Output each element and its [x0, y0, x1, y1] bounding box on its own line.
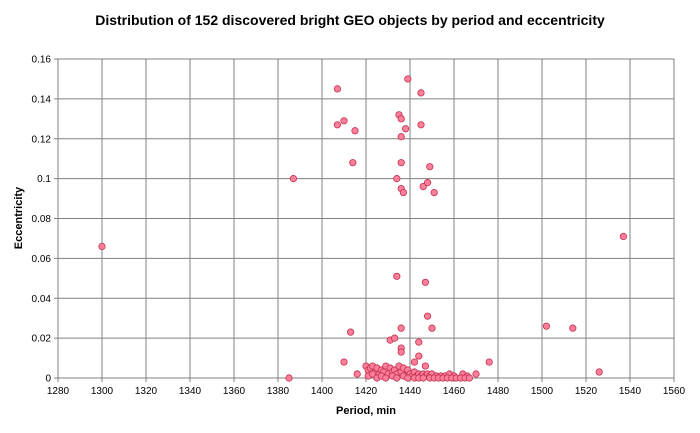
data-point: [340, 358, 348, 366]
data-point: [285, 374, 293, 382]
x-tick-label: 1560: [663, 386, 686, 397]
data-point: [333, 121, 341, 129]
x-tick-label: 1460: [443, 386, 466, 397]
data-point: [415, 352, 423, 360]
data-point: [340, 117, 348, 125]
x-tick-label: 1520: [575, 386, 598, 397]
y-tick-label: 0.16: [32, 55, 52, 66]
x-tick-label: 1300: [91, 386, 114, 397]
x-tick-label: 1360: [223, 386, 246, 397]
data-point: [289, 175, 297, 183]
chart-title: Distribution of 152 discovered bright GE…: [95, 12, 605, 28]
data-point: [397, 133, 405, 141]
data-point: [423, 312, 432, 320]
data-point: [421, 278, 429, 286]
data-point: [393, 175, 401, 183]
y-tick-label: 0.12: [32, 134, 52, 145]
data-point: [426, 163, 434, 171]
data-point: [410, 358, 418, 366]
data-point: [397, 115, 405, 123]
data-point: [368, 370, 377, 378]
y-tick-label: 0.08: [32, 214, 52, 225]
data-point: [417, 89, 425, 97]
data-point: [472, 370, 480, 378]
y-axis-title: Eccentricity: [13, 186, 25, 249]
x-tick-label: 1500: [531, 386, 554, 397]
data-point: [351, 127, 359, 135]
data-point: [465, 374, 473, 382]
data-point: [430, 188, 438, 197]
data-point: [397, 159, 405, 167]
data-point: [415, 338, 423, 346]
data-point: [542, 322, 551, 330]
x-tick-label: 1420: [355, 386, 378, 397]
data-point: [353, 370, 361, 378]
y-tick-label: 0.14: [32, 94, 52, 105]
data-point: [390, 334, 399, 342]
data-point: [399, 188, 407, 197]
data-point: [421, 362, 429, 370]
data-point: [393, 272, 401, 280]
data-point: [333, 85, 341, 93]
x-axis-title: Period, min: [336, 405, 396, 417]
data-point: [417, 121, 425, 129]
data-point: [619, 232, 628, 241]
data-point: [404, 374, 412, 382]
y-tick-label: 0.06: [32, 254, 52, 265]
data-point: [401, 125, 410, 133]
data-point: [98, 242, 106, 251]
data-point: [428, 324, 436, 332]
data-point: [393, 374, 401, 382]
data-point: [349, 159, 357, 167]
y-tick-labels: 0 0.02 0.04 0.06 0.08 0.1 0.12 0.14 0.16: [32, 55, 52, 385]
data-point: [569, 324, 577, 332]
data-point: [404, 75, 412, 83]
y-tick-label: 0.02: [32, 334, 52, 345]
x-tick-label: 1380: [267, 386, 290, 397]
data-points: [98, 75, 628, 382]
data-point: [419, 374, 427, 382]
data-point: [382, 374, 390, 382]
data-point: [595, 368, 603, 376]
data-point: [346, 328, 355, 336]
x-tick-label: 1440: [399, 386, 422, 397]
x-tick-label: 1400: [311, 386, 334, 397]
gridlines: [54, 58, 675, 382]
x-tick-label: 1480: [487, 386, 510, 397]
x-tick-label: 1340: [179, 386, 202, 397]
y-tick-label: 0.1: [37, 174, 51, 185]
data-point: [419, 183, 427, 191]
y-tick-label: 0: [45, 374, 51, 385]
data-point: [397, 348, 405, 356]
data-point: [423, 179, 432, 187]
y-tick-label: 0.04: [32, 294, 52, 305]
x-tick-label: 1540: [619, 386, 642, 397]
data-point: [397, 324, 405, 332]
x-tick-label: 1320: [135, 386, 158, 397]
x-tick-label: 1280: [47, 386, 70, 397]
data-point: [485, 358, 493, 366]
x-tick-labels: 1280 1300 1320 1340 1360 1380 1400 1420 1440 1460…: [47, 386, 686, 397]
